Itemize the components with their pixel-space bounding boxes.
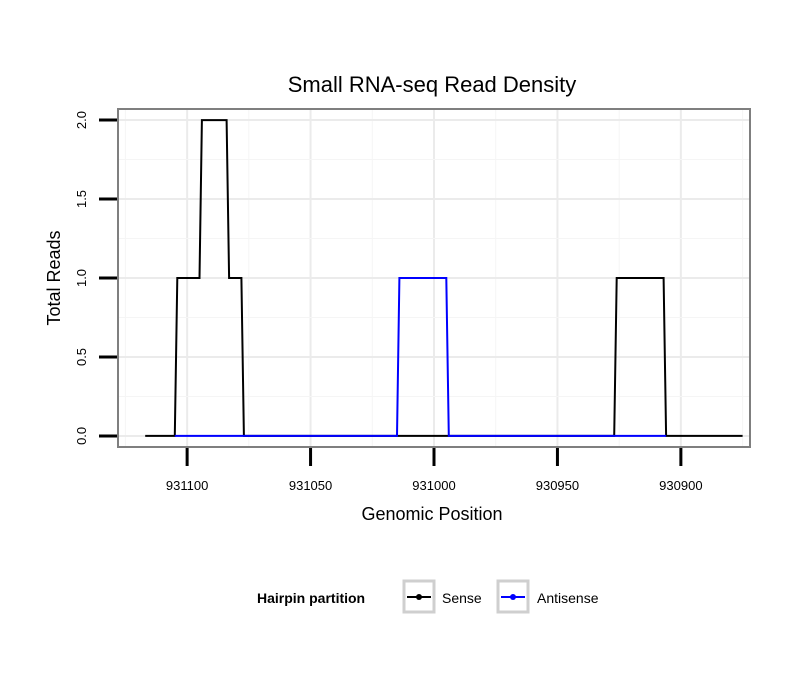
legend-entry-sense: Sense <box>402 579 482 614</box>
x-tick-label: 930950 <box>536 478 579 493</box>
y-tick-label: 1.0 <box>74 269 89 287</box>
series-line-antisense <box>174 277 667 437</box>
plot-border <box>117 108 751 448</box>
x-tick-label: 931050 <box>289 478 332 493</box>
legend-entry-antisense: Antisense <box>496 579 599 614</box>
y-tick-label: 0.0 <box>74 427 89 445</box>
chart-title: Small RNA-seq Read Density <box>288 72 577 97</box>
legend-title: Hairpin partition <box>257 590 365 606</box>
y-axis: 0.0 0.5 1.0 1.5 2.0 <box>74 111 117 445</box>
series-line-sense <box>145 119 743 437</box>
legend-label-antisense: Antisense <box>537 590 599 606</box>
x-tick-label: 930900 <box>659 478 702 493</box>
legend: Hairpin partition Sense Antisense <box>257 579 599 614</box>
legend-dot-sense <box>416 594 422 600</box>
x-axis-title: Genomic Position <box>361 504 502 524</box>
y-tick-label: 0.5 <box>74 348 89 366</box>
legend-dot-antisense <box>510 594 516 600</box>
y-axis-title: Total Reads <box>44 230 64 325</box>
x-tick-label: 931100 <box>166 478 208 493</box>
y-tick-label: 2.0 <box>74 111 89 129</box>
legend-label-sense: Sense <box>442 590 482 606</box>
y-tick-label: 1.5 <box>74 190 89 208</box>
x-axis: 931100 931050 931000 930950 930900 <box>166 448 703 493</box>
series-lines <box>145 119 743 437</box>
x-tick-label: 931000 <box>412 478 455 493</box>
